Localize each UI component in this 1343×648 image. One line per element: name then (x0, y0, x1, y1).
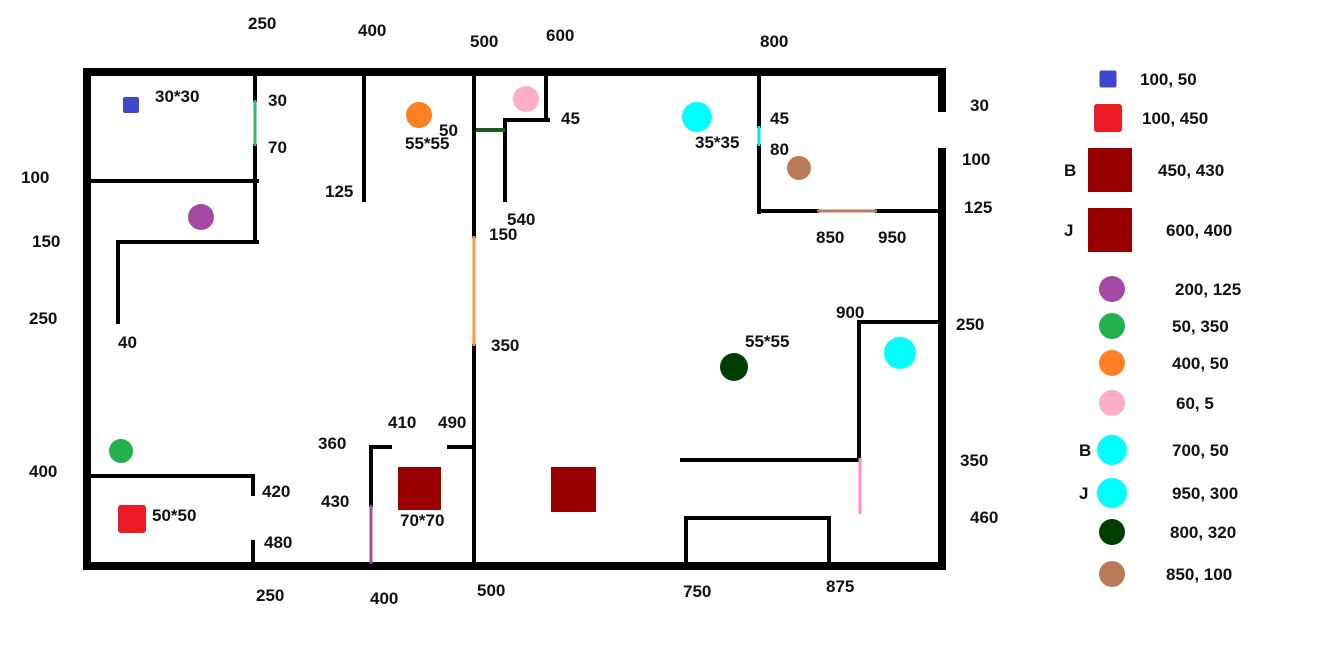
red-square (118, 505, 146, 533)
walls (83, 68, 946, 570)
legend-tag: J (1064, 221, 1073, 240)
maroon-square-j (551, 467, 596, 512)
label-top-800: 800 (760, 32, 788, 51)
label-wall-40: 40 (118, 333, 137, 352)
label-top-250: 250 (248, 14, 276, 33)
legend-coords: 700, 50 (1172, 441, 1229, 460)
label-top-400: 400 (358, 21, 386, 40)
legend-swatch-purple (1099, 276, 1125, 302)
label-left-150: 150 (32, 232, 60, 251)
legend-tag: J (1079, 484, 1088, 503)
orange-circle (406, 102, 432, 128)
label-left-100: 100 (21, 168, 49, 187)
label-left-250: 250 (29, 309, 57, 328)
doors (253, 100, 877, 564)
label-red-size: 50*50 (152, 506, 196, 525)
cyan-circle-b (682, 102, 712, 132)
pink-circle (513, 86, 539, 112)
legend-swatch-orange (1099, 350, 1125, 376)
label-door-45a: 45 (561, 109, 580, 128)
legend-swatch-blue (1099, 70, 1117, 88)
label-cyan-size: 35*35 (695, 133, 739, 152)
label-right-125: 125 (964, 198, 992, 217)
label-door-70: 70 (268, 138, 287, 157)
brown-circle (787, 156, 811, 180)
legend-coords: 950, 300 (1172, 484, 1238, 503)
legend-swatch-maroon-j (1088, 208, 1132, 252)
label-maroon-size: 70*70 (400, 511, 444, 530)
label-bottom-875: 875 (826, 577, 854, 596)
label-door-480: 480 (264, 533, 292, 552)
label-right-30: 30 (970, 96, 989, 115)
label-left-400: 400 (29, 462, 57, 481)
label-right-350: 350 (960, 451, 988, 470)
dimension-labels: 250 400 500 600 800 250 400 500 750 875 … (21, 14, 998, 608)
label-wall-900: 900 (836, 303, 864, 322)
legend-coords: 800, 320 (1170, 523, 1236, 542)
legend: 100, 50 100, 450 B 450, 430 J 600, 400 200, 12… (1064, 70, 1241, 587)
legend-swatch-maroon-b (1088, 148, 1132, 192)
legend-swatch-pink (1099, 390, 1125, 416)
legend-swatch-red (1094, 104, 1122, 132)
label-door-45b: 45 (770, 109, 789, 128)
blue-square (123, 97, 139, 113)
label-right-100: 100 (962, 150, 990, 169)
legend-coords: 100, 450 (1142, 109, 1208, 128)
label-door-30: 30 (268, 91, 287, 110)
label-darkgreen-size: 55*55 (745, 332, 789, 351)
legend-coords: 50, 350 (1172, 317, 1229, 336)
legend-swatch-brown (1099, 561, 1125, 587)
legend-coords: 400, 50 (1172, 354, 1229, 373)
legend-coords: 60, 5 (1176, 394, 1214, 413)
label-wall-125: 125 (325, 182, 353, 201)
legend-tag: B (1064, 161, 1076, 180)
label-right-250: 250 (956, 315, 984, 334)
label-door-420: 420 (262, 482, 290, 501)
label-door-50: 50 (439, 121, 458, 140)
label-wall-490: 490 (438, 413, 466, 432)
legend-tag: B (1079, 441, 1091, 460)
legend-coords: 850, 100 (1166, 565, 1232, 584)
label-door-950: 950 (878, 228, 906, 247)
purple-circle (188, 204, 214, 230)
label-wall-430: 430 (321, 492, 349, 511)
label-bottom-250: 250 (256, 586, 284, 605)
cyan-circle-j (884, 337, 916, 369)
label-door-850: 850 (816, 228, 844, 247)
legend-coords: 450, 430 (1158, 161, 1224, 180)
label-bottom-400: 400 (370, 589, 398, 608)
legend-coords: 100, 50 (1140, 70, 1197, 89)
label-bottom-500: 500 (477, 581, 505, 600)
legend-swatch-darkgreen (1099, 519, 1125, 545)
legend-swatch-cyan-b (1097, 435, 1127, 465)
legend-swatch-cyan-j (1097, 478, 1127, 508)
label-bottom-750: 750 (683, 582, 711, 601)
legend-swatch-green (1099, 313, 1125, 339)
label-door-350: 350 (491, 336, 519, 355)
label-top-600: 600 (546, 26, 574, 45)
label-blue-size: 30*30 (155, 87, 199, 106)
legend-coords: 600, 400 (1166, 221, 1232, 240)
darkgreen-circle (720, 353, 748, 381)
label-top-500: 500 (470, 32, 498, 51)
objects (109, 86, 916, 533)
label-wall-360: 360 (318, 434, 346, 453)
label-door-80: 80 (770, 140, 789, 159)
green-circle (109, 439, 133, 463)
label-wall-540: 540 (507, 210, 535, 229)
label-wall-410: 410 (388, 413, 416, 432)
label-orange-size: 55*55 (405, 134, 449, 153)
label-door-150: 150 (489, 225, 517, 244)
label-right-460: 460 (970, 508, 998, 527)
legend-coords: 200, 125 (1175, 280, 1241, 299)
maroon-square-b (398, 467, 441, 510)
